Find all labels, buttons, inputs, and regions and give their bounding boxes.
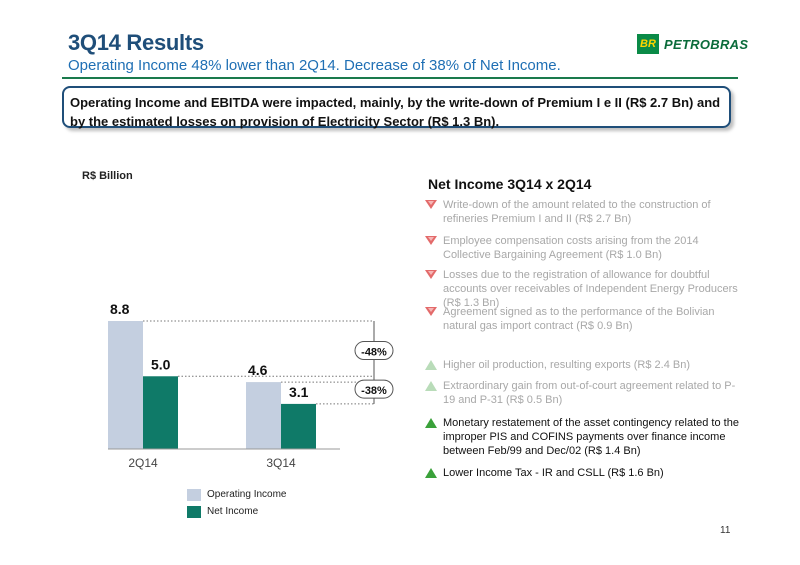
header-divider <box>62 77 738 79</box>
page-subtitle: Operating Income 48% lower than 2Q14. De… <box>68 57 561 74</box>
bar-operating-income-3q14 <box>246 382 281 449</box>
negative-arrow-icon <box>423 198 439 212</box>
driver-text: Higher oil production, resulting exports… <box>443 359 691 371</box>
x-tick-label: 3Q14 <box>266 456 296 470</box>
driver-text: Employee compensation costs arising from… <box>443 235 699 261</box>
driver-text: Monetary restatement of the asset contin… <box>443 417 739 457</box>
income-bar-chart: 8.8 4.6 5.0 3.1 2Q14 3Q14 -48% -38% <box>108 301 394 470</box>
negative-arrow-icon <box>423 234 439 248</box>
panel-title: Net Income 3Q14 x 2Q14 <box>428 176 592 192</box>
operating-income-change-label: -48% <box>361 347 387 359</box>
bar-value-label: 5.0 <box>151 356 171 372</box>
logo-text: PETROBRAS <box>664 36 749 52</box>
driver-item: Higher oil production, resulting exports… <box>423 358 743 372</box>
driver-text: Losses due to the registration of allowa… <box>443 269 738 309</box>
page-title: 3Q14 Results <box>68 30 204 55</box>
driver-text: Write-down of the amount related to the … <box>443 199 711 225</box>
page-number: 11 <box>720 525 731 536</box>
bar-net-income-2q14 <box>143 376 178 449</box>
legend-swatch <box>187 488 201 501</box>
legend-label: Operating Income <box>207 489 287 500</box>
driver-item: Losses due to the registration of allowa… <box>423 268 743 310</box>
driver-item: Employee compensation costs arising from… <box>423 234 743 262</box>
negative-arrow-icon <box>423 305 439 319</box>
net-income-change-label: -38% <box>361 385 387 397</box>
positive-arrow-icon <box>423 416 439 430</box>
driver-text: Lower Income Tax - IR and CSLL (R$ 1.6 B… <box>443 467 664 479</box>
driver-item: Lower Income Tax - IR and CSLL (R$ 1.6 B… <box>423 466 743 480</box>
legend-item-operating-income: Operating Income <box>187 486 287 503</box>
highlight-callout: Operating Income and EBITDA were impacte… <box>62 86 731 129</box>
driver-item: Monetary restatement of the asset contin… <box>423 416 743 458</box>
bar-value-label: 3.1 <box>289 384 309 400</box>
driver-text: Agreement signed as to the performance o… <box>443 306 715 332</box>
positive-arrow-icon <box>423 466 439 480</box>
petrobras-logo: BR PETROBRAS <box>637 34 748 54</box>
x-tick-label: 2Q14 <box>128 456 158 470</box>
chart-legend: Operating Income Net Income <box>187 486 287 520</box>
legend-swatch <box>187 505 201 518</box>
legend-item-net-income: Net Income <box>187 503 287 520</box>
bar-operating-income-2q14 <box>108 321 143 449</box>
driver-text: Extraordinary gain from out-of-court agr… <box>443 380 736 406</box>
chart-unit-label: R$ Billion <box>82 170 133 182</box>
br-logo-icon: BR <box>637 34 659 54</box>
operating-income-change-pill <box>354 341 394 361</box>
bar-net-income-3q14 <box>281 403 316 449</box>
bar-value-label: 4.6 <box>248 362 268 378</box>
driver-item: Write-down of the amount related to the … <box>423 198 743 226</box>
driver-item: Extraordinary gain from out-of-court agr… <box>423 379 743 407</box>
driver-item: Agreement signed as to the performance o… <box>423 305 743 333</box>
legend-label: Net Income <box>207 506 259 517</box>
positive-arrow-icon <box>423 358 439 372</box>
bar-value-label: 8.8 <box>110 301 130 317</box>
positive-arrow-icon <box>423 379 439 393</box>
net-income-change-pill <box>354 379 394 399</box>
negative-arrow-icon <box>423 268 439 282</box>
